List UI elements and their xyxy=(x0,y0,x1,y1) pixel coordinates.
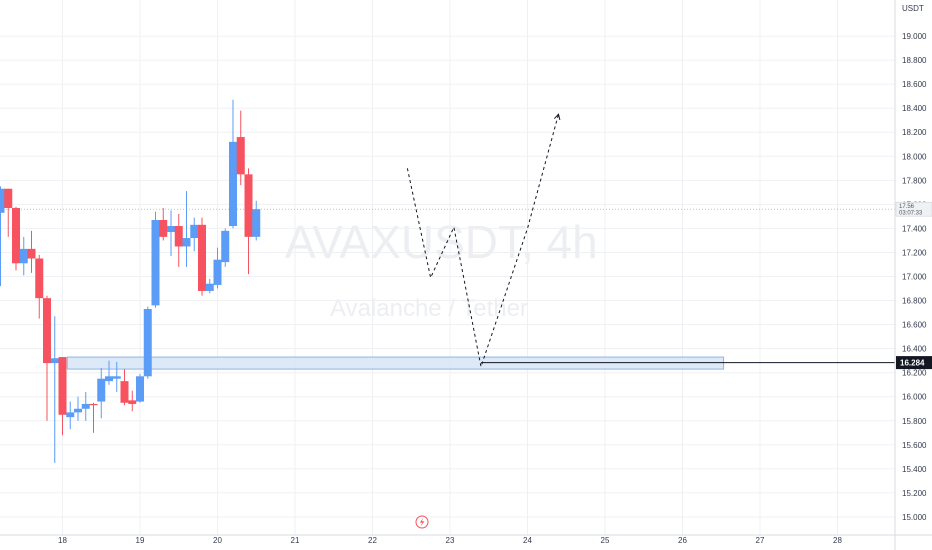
y-tick-label: 15.000 xyxy=(902,513,927,522)
x-tick-label: 20 xyxy=(213,536,222,545)
x-tick-label: 19 xyxy=(136,536,145,545)
y-tick-label: 17.400 xyxy=(902,224,927,233)
candle-body xyxy=(244,174,253,237)
y-tick-label: 18.400 xyxy=(902,104,927,113)
currency-label: USDT xyxy=(902,4,924,13)
candle-body xyxy=(81,403,90,409)
support-price-text: 16.284 xyxy=(900,359,925,368)
y-tick-label: 18.800 xyxy=(902,56,927,65)
x-tick-label: 24 xyxy=(523,536,532,545)
y-tick-label: 15.600 xyxy=(902,441,927,450)
watermark-separator: , xyxy=(521,216,547,268)
candle-body xyxy=(105,376,113,382)
candle-body xyxy=(128,400,137,404)
projection-path[interactable] xyxy=(406,113,895,369)
candle-body xyxy=(112,376,121,379)
candle-body xyxy=(236,137,245,175)
candle-body xyxy=(229,141,237,227)
watermark-subtitle: Avalanche / Tether xyxy=(330,295,528,322)
support-price-tag xyxy=(896,356,932,370)
y-tick-label: 16.400 xyxy=(902,345,927,354)
candle-body xyxy=(198,224,206,291)
last-price-tag xyxy=(895,201,932,217)
x-tick-label: 25 xyxy=(601,536,610,545)
candle-body xyxy=(27,248,36,259)
candle-body xyxy=(19,248,28,264)
candle-body xyxy=(174,226,183,247)
x-tick-label: 22 xyxy=(368,536,377,545)
y-tick-label: 15.800 xyxy=(902,417,927,426)
candle-body xyxy=(97,378,106,402)
y-tick-label: 16.600 xyxy=(902,321,927,330)
candle-body xyxy=(50,358,59,364)
watermark-interval-text: 4h xyxy=(547,216,598,268)
last-price-text: 17.56 xyxy=(899,204,915,210)
candle-body xyxy=(4,188,13,208)
y-tick-label: 18.200 xyxy=(902,128,927,137)
y-tick-label: 15.400 xyxy=(902,465,927,474)
candle-body xyxy=(66,412,75,418)
y-tick-label: 18.600 xyxy=(902,80,927,89)
candle-body xyxy=(43,298,51,364)
x-tick-label: 21 xyxy=(291,536,300,545)
candle-body xyxy=(159,220,168,237)
candle-body xyxy=(151,220,160,306)
candle-body xyxy=(213,259,222,285)
candle-body xyxy=(58,357,67,415)
y-tick-label: 17.800 xyxy=(902,176,927,185)
x-tick-label: 18 xyxy=(58,536,67,545)
candle-body xyxy=(74,408,82,413)
y-tick-label: 18.000 xyxy=(902,152,927,161)
candle-body xyxy=(252,209,261,237)
candle-body xyxy=(221,230,230,263)
watermark-symbol-text: AVAXUSDT xyxy=(285,216,526,268)
x-tick-label: 27 xyxy=(756,536,765,545)
watermark-symbol: AVAXUSDT, 4h xyxy=(285,216,598,268)
y-tick-label: 15.200 xyxy=(902,489,927,498)
candle-body xyxy=(143,308,152,377)
countdown-text: 03:07:33 xyxy=(899,211,923,217)
watermark: AVAXUSDT, 4h Avalanche / Tether xyxy=(285,216,598,322)
candle-body xyxy=(35,258,44,299)
y-tick-label: 16.800 xyxy=(902,297,927,306)
x-tick-label: 26 xyxy=(678,536,687,545)
candle-body xyxy=(182,238,191,247)
y-tick-label: 19.000 xyxy=(902,32,927,41)
candle-body xyxy=(0,188,5,213)
candle-body xyxy=(120,381,129,403)
candle-body xyxy=(12,207,20,264)
x-tick-label: 23 xyxy=(446,536,455,545)
candle-body xyxy=(89,403,98,406)
candles[interactable] xyxy=(0,99,261,463)
candle-body xyxy=(205,283,214,291)
x-tick-label: 28 xyxy=(833,536,842,545)
y-tick-label: 16.000 xyxy=(902,393,927,402)
candle-body xyxy=(167,226,175,233)
y-tick-label: 16.200 xyxy=(902,369,927,378)
grid xyxy=(0,0,895,535)
projection-polyline xyxy=(406,114,559,369)
y-tick-label: 17.000 xyxy=(902,273,927,282)
candle-body xyxy=(136,376,144,402)
y-tick-label: 17.200 xyxy=(902,248,927,257)
lightning-icon[interactable] xyxy=(415,515,429,529)
candle-body xyxy=(190,224,199,239)
projection-arrowhead xyxy=(553,113,561,121)
